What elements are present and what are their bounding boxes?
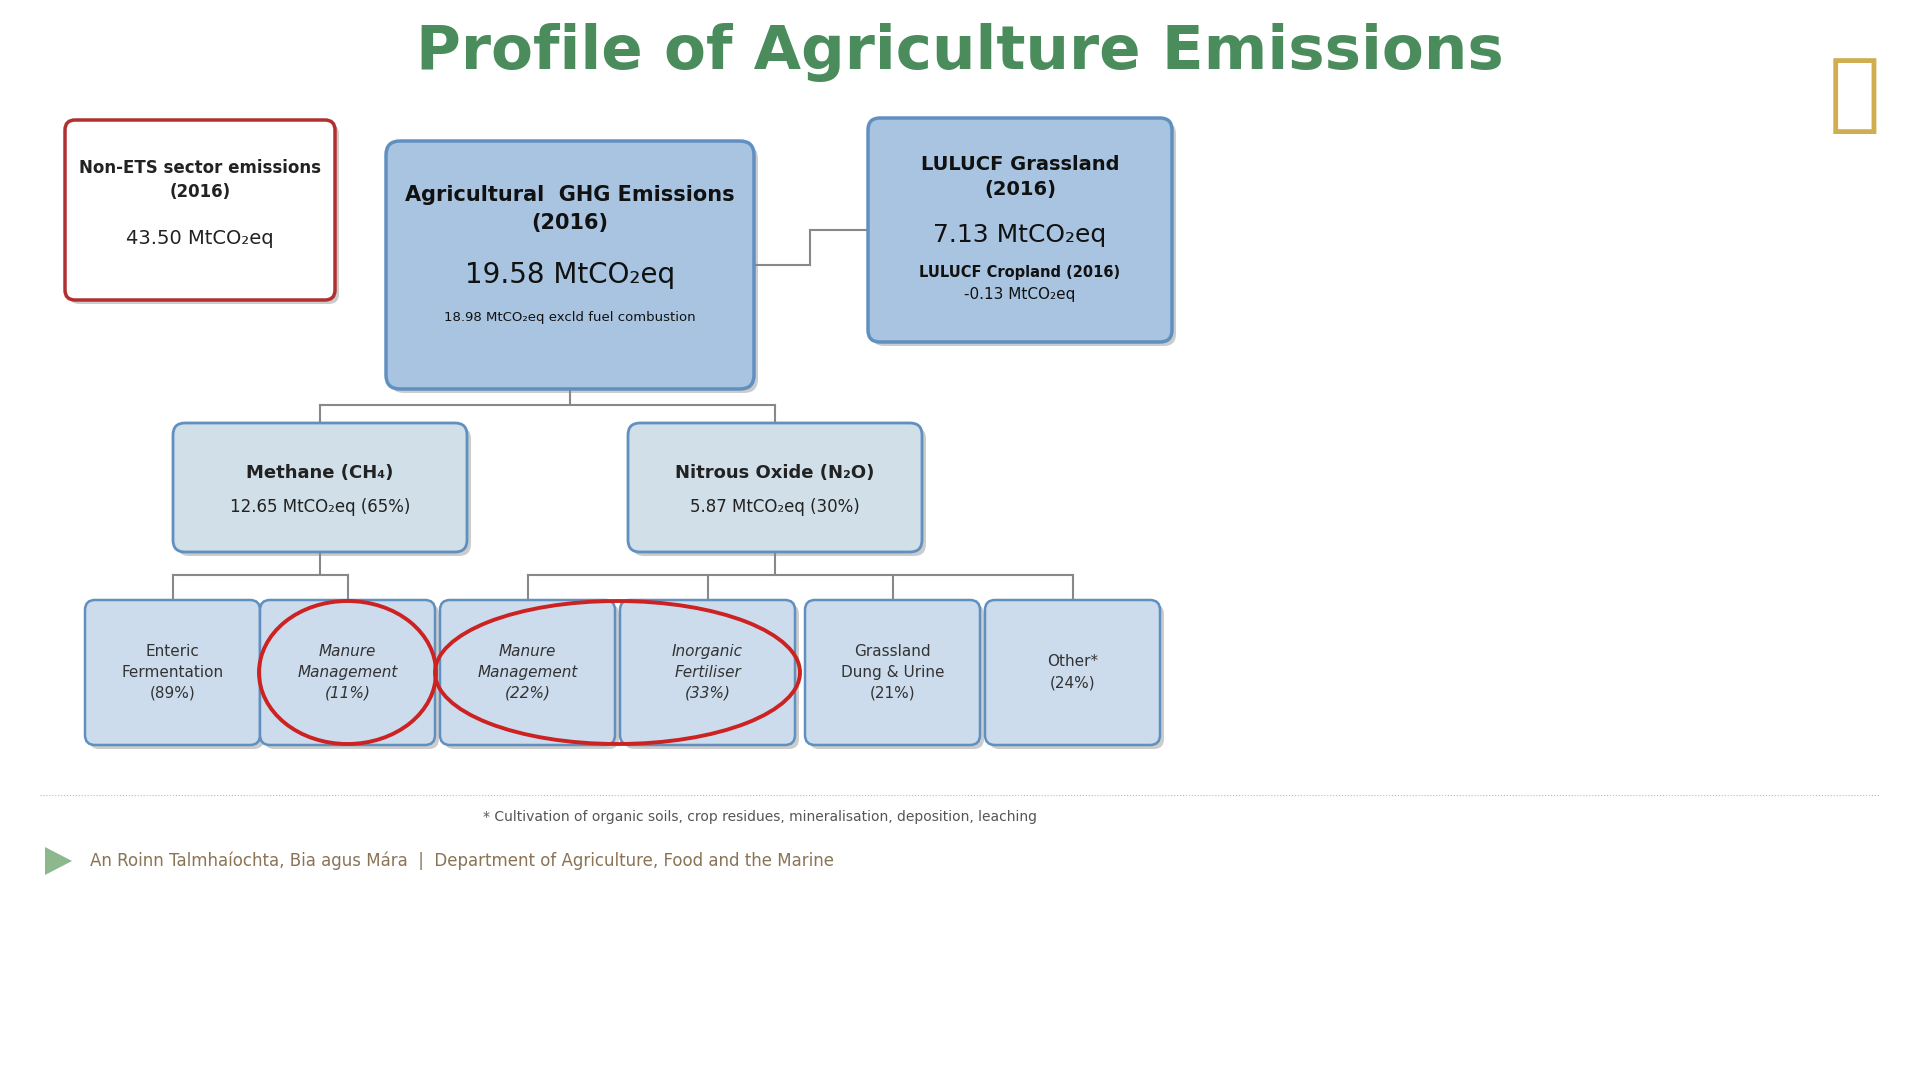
Text: 𝄞: 𝄞 [1830,54,1882,136]
Text: Inorganic
Fertiliser
(33%): Inorganic Fertiliser (33%) [672,644,743,701]
FancyBboxPatch shape [868,118,1171,342]
Text: LULUCF Cropland (2016): LULUCF Cropland (2016) [920,265,1121,280]
Text: Manure
Management
(11%): Manure Management (11%) [298,644,397,701]
FancyBboxPatch shape [65,120,334,300]
Text: 43.50 MtCO₂eq: 43.50 MtCO₂eq [127,229,275,247]
FancyBboxPatch shape [88,604,265,750]
FancyBboxPatch shape [386,141,755,389]
FancyBboxPatch shape [989,604,1164,750]
Text: (2016): (2016) [169,183,230,201]
FancyBboxPatch shape [69,124,340,303]
FancyBboxPatch shape [808,604,983,750]
Text: (2016): (2016) [532,213,609,233]
FancyBboxPatch shape [259,600,436,745]
Text: LULUCF Grassland: LULUCF Grassland [922,156,1119,175]
Text: Other*
(24%): Other* (24%) [1046,654,1098,690]
Text: Manure
Management
(22%): Manure Management (22%) [478,644,578,701]
FancyBboxPatch shape [390,145,758,393]
Text: Methane (CH₄): Methane (CH₄) [246,464,394,482]
Text: -0.13 MtCO₂eq: -0.13 MtCO₂eq [964,287,1075,302]
Text: Nitrous Oxide (N₂O): Nitrous Oxide (N₂O) [676,464,876,482]
Text: Agricultural  GHG Emissions: Agricultural GHG Emissions [405,185,735,205]
FancyBboxPatch shape [985,600,1160,745]
FancyBboxPatch shape [628,423,922,552]
Polygon shape [44,847,73,875]
Text: 5.87 MtCO₂eq (30%): 5.87 MtCO₂eq (30%) [689,498,860,516]
FancyBboxPatch shape [804,600,979,745]
FancyBboxPatch shape [872,122,1175,346]
Text: An Roinn Talmhaíochta, Bia agus Mára  |  Department of Agriculture, Food and the: An Roinn Talmhaíochta, Bia agus Mára | D… [90,852,833,870]
Text: Non-ETS sector emissions: Non-ETS sector emissions [79,159,321,177]
FancyBboxPatch shape [84,600,259,745]
Text: 18.98 MtCO₂eq excld fuel combustion: 18.98 MtCO₂eq excld fuel combustion [444,311,695,324]
Text: 19.58 MtCO₂eq: 19.58 MtCO₂eq [465,261,676,289]
Text: * Cultivation of organic soils, crop residues, mineralisation, deposition, leach: * Cultivation of organic soils, crop res… [484,810,1037,824]
Text: 12.65 MtCO₂eq (65%): 12.65 MtCO₂eq (65%) [230,498,411,516]
FancyBboxPatch shape [265,604,440,750]
FancyBboxPatch shape [177,427,470,556]
Text: (2016): (2016) [983,180,1056,200]
FancyBboxPatch shape [620,600,795,745]
Text: Grassland
Dung & Urine
(21%): Grassland Dung & Urine (21%) [841,644,945,701]
Text: 7.13 MtCO₂eq: 7.13 MtCO₂eq [933,222,1106,247]
FancyBboxPatch shape [440,600,614,745]
Text: Profile of Agriculture Emissions: Profile of Agriculture Emissions [417,23,1503,81]
FancyBboxPatch shape [632,427,925,556]
Text: Enteric
Fermentation
(89%): Enteric Fermentation (89%) [121,644,223,701]
FancyBboxPatch shape [173,423,467,552]
FancyBboxPatch shape [624,604,799,750]
FancyBboxPatch shape [444,604,618,750]
